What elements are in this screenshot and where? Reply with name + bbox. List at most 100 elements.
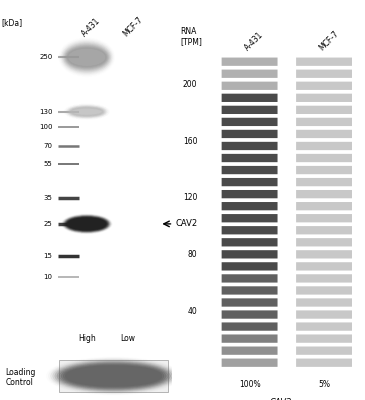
Ellipse shape bbox=[66, 47, 107, 68]
Ellipse shape bbox=[67, 106, 107, 118]
Text: 40: 40 bbox=[188, 307, 197, 316]
FancyBboxPatch shape bbox=[222, 238, 277, 246]
FancyBboxPatch shape bbox=[222, 346, 277, 355]
Ellipse shape bbox=[71, 108, 103, 116]
FancyBboxPatch shape bbox=[296, 310, 352, 319]
Ellipse shape bbox=[63, 365, 164, 387]
Text: High: High bbox=[78, 334, 96, 343]
FancyBboxPatch shape bbox=[296, 226, 352, 234]
FancyBboxPatch shape bbox=[222, 94, 277, 102]
Ellipse shape bbox=[61, 41, 112, 74]
FancyBboxPatch shape bbox=[296, 214, 352, 222]
FancyBboxPatch shape bbox=[222, 298, 277, 307]
FancyBboxPatch shape bbox=[222, 70, 277, 78]
FancyBboxPatch shape bbox=[296, 142, 352, 150]
Text: MCF-7: MCF-7 bbox=[122, 15, 145, 38]
Text: A-431: A-431 bbox=[243, 30, 265, 52]
Ellipse shape bbox=[69, 107, 105, 117]
Ellipse shape bbox=[69, 219, 105, 229]
FancyBboxPatch shape bbox=[222, 82, 277, 90]
Text: MCF-7: MCF-7 bbox=[318, 29, 341, 52]
Text: 200: 200 bbox=[183, 80, 197, 89]
FancyBboxPatch shape bbox=[296, 346, 352, 355]
Text: 15: 15 bbox=[44, 253, 53, 259]
FancyBboxPatch shape bbox=[296, 334, 352, 343]
Text: 120: 120 bbox=[183, 194, 197, 202]
Text: A-431: A-431 bbox=[80, 16, 103, 38]
Ellipse shape bbox=[65, 216, 108, 231]
Text: 130: 130 bbox=[39, 109, 53, 115]
FancyBboxPatch shape bbox=[296, 118, 352, 126]
FancyBboxPatch shape bbox=[296, 298, 352, 307]
Ellipse shape bbox=[64, 216, 110, 232]
FancyBboxPatch shape bbox=[296, 202, 352, 210]
Ellipse shape bbox=[63, 43, 110, 72]
FancyBboxPatch shape bbox=[296, 286, 352, 295]
FancyBboxPatch shape bbox=[222, 286, 277, 295]
Text: 55: 55 bbox=[44, 161, 53, 167]
FancyBboxPatch shape bbox=[296, 82, 352, 90]
Ellipse shape bbox=[53, 360, 174, 392]
FancyBboxPatch shape bbox=[222, 166, 277, 174]
Ellipse shape bbox=[68, 367, 160, 385]
Text: 5%: 5% bbox=[318, 380, 330, 389]
Ellipse shape bbox=[65, 45, 109, 70]
FancyBboxPatch shape bbox=[222, 322, 277, 331]
Ellipse shape bbox=[69, 219, 104, 229]
Ellipse shape bbox=[70, 107, 104, 116]
Text: CAV2: CAV2 bbox=[270, 398, 292, 400]
FancyBboxPatch shape bbox=[222, 226, 277, 234]
FancyBboxPatch shape bbox=[222, 334, 277, 343]
FancyBboxPatch shape bbox=[222, 142, 277, 150]
Ellipse shape bbox=[61, 364, 166, 388]
FancyBboxPatch shape bbox=[222, 118, 277, 126]
Text: Loading
Control: Loading Control bbox=[5, 368, 36, 387]
FancyBboxPatch shape bbox=[296, 70, 352, 78]
Ellipse shape bbox=[65, 366, 162, 386]
Text: 10: 10 bbox=[43, 274, 53, 280]
FancyBboxPatch shape bbox=[296, 274, 352, 282]
Ellipse shape bbox=[62, 42, 111, 73]
Text: CAV2: CAV2 bbox=[175, 219, 197, 228]
FancyBboxPatch shape bbox=[296, 58, 352, 66]
FancyBboxPatch shape bbox=[296, 94, 352, 102]
Ellipse shape bbox=[68, 106, 105, 117]
FancyBboxPatch shape bbox=[222, 310, 277, 319]
FancyBboxPatch shape bbox=[296, 358, 352, 367]
Text: 160: 160 bbox=[183, 136, 197, 146]
Ellipse shape bbox=[55, 361, 172, 391]
Ellipse shape bbox=[59, 363, 168, 389]
FancyBboxPatch shape bbox=[222, 130, 277, 138]
FancyBboxPatch shape bbox=[296, 322, 352, 331]
Text: RNA
[TPM]: RNA [TPM] bbox=[181, 26, 203, 46]
FancyBboxPatch shape bbox=[296, 154, 352, 162]
FancyBboxPatch shape bbox=[222, 190, 277, 198]
Text: [kDa]: [kDa] bbox=[2, 18, 23, 27]
Text: 100: 100 bbox=[39, 124, 53, 130]
Ellipse shape bbox=[57, 362, 170, 390]
FancyBboxPatch shape bbox=[222, 214, 277, 222]
Bar bbox=[59, 360, 168, 392]
FancyBboxPatch shape bbox=[222, 262, 277, 270]
Ellipse shape bbox=[67, 218, 107, 230]
Text: 25: 25 bbox=[44, 221, 53, 227]
FancyBboxPatch shape bbox=[222, 250, 277, 258]
FancyBboxPatch shape bbox=[296, 238, 352, 246]
Ellipse shape bbox=[66, 217, 107, 231]
FancyBboxPatch shape bbox=[222, 202, 277, 210]
FancyBboxPatch shape bbox=[296, 262, 352, 270]
FancyBboxPatch shape bbox=[296, 178, 352, 186]
FancyBboxPatch shape bbox=[222, 358, 277, 367]
Ellipse shape bbox=[63, 215, 111, 233]
FancyBboxPatch shape bbox=[222, 58, 277, 66]
FancyBboxPatch shape bbox=[296, 106, 352, 114]
Text: 35: 35 bbox=[44, 196, 53, 202]
FancyBboxPatch shape bbox=[296, 250, 352, 258]
Text: 80: 80 bbox=[188, 250, 197, 259]
Text: 250: 250 bbox=[39, 54, 53, 60]
Ellipse shape bbox=[70, 108, 103, 116]
Text: 70: 70 bbox=[43, 143, 53, 149]
FancyBboxPatch shape bbox=[222, 106, 277, 114]
Ellipse shape bbox=[64, 44, 110, 71]
FancyBboxPatch shape bbox=[222, 274, 277, 282]
